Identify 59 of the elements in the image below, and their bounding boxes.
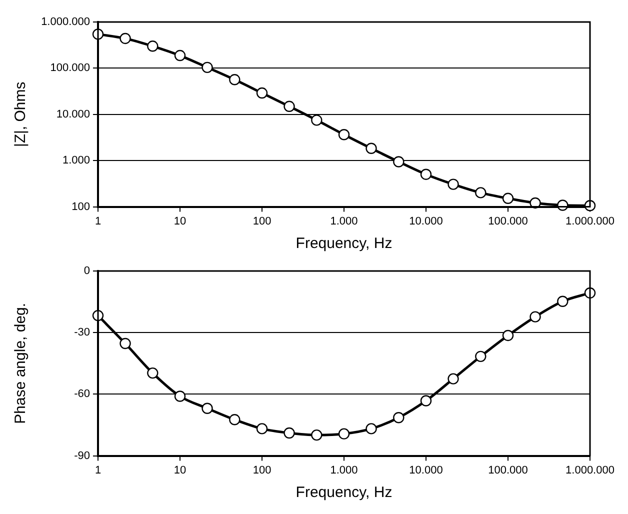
y-axis-title: Phase angle, deg. bbox=[12, 302, 30, 424]
point bbox=[475, 350, 486, 362]
y-tick-label: 1.000.000 bbox=[41, 16, 90, 28]
point bbox=[120, 32, 131, 44]
point bbox=[311, 114, 322, 126]
x-tick-label: 1.000 bbox=[330, 215, 358, 228]
point bbox=[202, 402, 213, 414]
point bbox=[174, 50, 186, 62]
point bbox=[229, 74, 240, 86]
x-tick-label: 1 bbox=[94, 215, 102, 228]
point bbox=[284, 100, 295, 112]
y-tick-label: -60 bbox=[74, 388, 90, 400]
point bbox=[284, 427, 295, 439]
point bbox=[338, 428, 350, 440]
y-axis-title: |Z|, Ohms bbox=[12, 82, 30, 148]
point bbox=[311, 429, 322, 441]
point bbox=[338, 129, 350, 140]
point bbox=[448, 373, 459, 384]
point bbox=[202, 62, 213, 74]
x-tick-label: 100 bbox=[252, 464, 272, 476]
point bbox=[147, 40, 158, 52]
x-tick-label: 10.000 bbox=[409, 464, 443, 476]
point bbox=[256, 87, 268, 99]
x-tick-label: 1.000.000 bbox=[566, 215, 614, 228]
y-tick-label: -30 bbox=[74, 326, 90, 339]
point bbox=[120, 338, 131, 350]
x-tick-label: 10 bbox=[174, 215, 186, 228]
point bbox=[502, 192, 514, 204]
x-axis-title: Frequency, Hz bbox=[296, 235, 392, 252]
x-tick-label: 10 bbox=[174, 464, 186, 476]
x-tick-label: 10.000 bbox=[409, 215, 443, 228]
point bbox=[475, 187, 486, 198]
y-tick-label: -90 bbox=[74, 450, 90, 462]
y-tick-label: 1.000 bbox=[62, 154, 90, 167]
point bbox=[174, 390, 186, 402]
point bbox=[557, 296, 568, 307]
x-tick-label: 1.000.000 bbox=[566, 464, 614, 476]
y-tick-label: 10.000 bbox=[56, 108, 90, 120]
point bbox=[530, 311, 541, 322]
point bbox=[366, 142, 377, 154]
point bbox=[393, 156, 404, 168]
point bbox=[448, 178, 459, 190]
x-tick-label: 100.000 bbox=[488, 215, 528, 228]
x-axis-title: Frequency, Hz bbox=[296, 484, 392, 502]
y-tick-label: 0 bbox=[84, 265, 90, 278]
y-tick-label: 100.000 bbox=[50, 62, 90, 74]
point bbox=[420, 395, 432, 406]
x-tick-label: 100.000 bbox=[488, 464, 528, 476]
x-tick-label: 1 bbox=[94, 464, 102, 476]
x-tick-label: 1.000 bbox=[330, 464, 358, 476]
point bbox=[229, 414, 240, 426]
point bbox=[256, 423, 268, 434]
point bbox=[147, 367, 158, 379]
y-tick-label: 100 bbox=[72, 200, 90, 213]
point bbox=[366, 423, 377, 434]
point bbox=[420, 168, 432, 180]
point bbox=[393, 412, 404, 424]
point bbox=[502, 330, 514, 342]
x-tick-label: 100 bbox=[252, 215, 272, 228]
